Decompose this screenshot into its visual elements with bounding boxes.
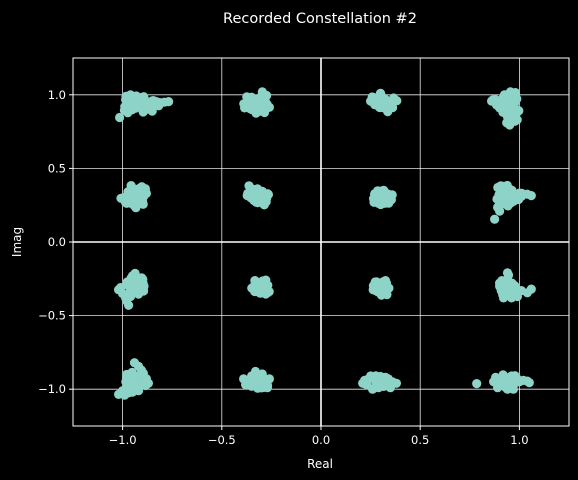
data-point xyxy=(143,378,153,388)
data-point xyxy=(155,98,165,108)
data-point xyxy=(123,96,133,106)
x-axis-label: Real xyxy=(307,457,333,471)
data-point xyxy=(493,383,503,393)
data-point xyxy=(493,202,503,212)
data-point xyxy=(502,384,513,394)
data-point xyxy=(472,379,482,389)
data-point xyxy=(141,188,151,198)
data-point xyxy=(144,104,154,114)
reference-lines xyxy=(73,58,569,426)
data-point xyxy=(129,358,140,368)
data-point xyxy=(242,190,252,201)
data-point xyxy=(498,293,509,303)
data-point xyxy=(505,87,516,97)
data-point xyxy=(129,284,139,294)
data-point xyxy=(262,383,272,393)
data-point xyxy=(362,380,372,390)
y-tick-label: 1.0 xyxy=(48,88,66,102)
data-point xyxy=(509,281,520,291)
data-point xyxy=(370,282,380,292)
data-point xyxy=(255,93,265,103)
x-tick-label: 0.5 xyxy=(411,433,429,447)
y-tick-label: −0.5 xyxy=(38,309,66,323)
data-point xyxy=(488,95,498,105)
data-point xyxy=(371,188,381,198)
data-point xyxy=(129,269,140,279)
data-point xyxy=(264,374,274,384)
x-tick-label: −0.5 xyxy=(208,433,236,447)
data-point xyxy=(375,88,386,98)
data-point xyxy=(129,374,140,384)
data-point xyxy=(240,103,250,113)
data-point xyxy=(137,273,147,283)
data-point xyxy=(250,366,261,377)
data-points xyxy=(114,87,536,400)
chart-title: Recorded Constellation #2 xyxy=(223,11,417,27)
data-point xyxy=(133,386,144,396)
data-point xyxy=(127,105,137,115)
data-point xyxy=(524,378,534,388)
data-point xyxy=(385,383,395,393)
data-point xyxy=(264,287,274,297)
x-tick-label: −1.0 xyxy=(109,433,137,447)
data-point xyxy=(508,196,518,206)
data-point xyxy=(526,284,536,294)
data-point xyxy=(526,191,536,201)
data-point xyxy=(490,214,500,224)
data-point xyxy=(510,110,520,120)
data-point xyxy=(373,383,384,393)
data-point xyxy=(239,374,249,384)
data-point xyxy=(256,190,266,200)
y-axis-label: Imag xyxy=(10,227,24,257)
data-point xyxy=(379,185,389,195)
data-point xyxy=(495,189,505,199)
data-point xyxy=(138,284,148,295)
y-tick-label: 0.5 xyxy=(48,161,66,175)
data-point xyxy=(164,97,174,107)
data-point xyxy=(251,196,261,206)
y-tick-label: 0.0 xyxy=(48,235,66,249)
data-point xyxy=(502,268,513,278)
x-tick-label: 0.0 xyxy=(312,433,330,447)
data-point xyxy=(115,112,125,123)
data-point xyxy=(139,92,149,102)
data-point xyxy=(497,276,507,286)
y-axis-ticks: 1.0 0.5 0.0 −0.5 −1.0 xyxy=(38,88,73,396)
data-point xyxy=(244,96,254,106)
data-point xyxy=(125,291,136,302)
data-point xyxy=(120,197,130,207)
x-tick-label: 1.0 xyxy=(510,433,528,447)
data-point xyxy=(387,98,397,108)
data-point xyxy=(366,371,376,381)
data-point xyxy=(116,283,126,293)
data-point xyxy=(507,189,517,199)
data-point xyxy=(506,293,517,303)
data-point xyxy=(126,181,136,191)
data-point xyxy=(244,181,254,191)
y-tick-label: −1.0 xyxy=(38,382,66,396)
data-point xyxy=(382,197,392,207)
x-axis-ticks: −1.0 −0.5 0.0 0.5 1.0 xyxy=(109,426,529,447)
